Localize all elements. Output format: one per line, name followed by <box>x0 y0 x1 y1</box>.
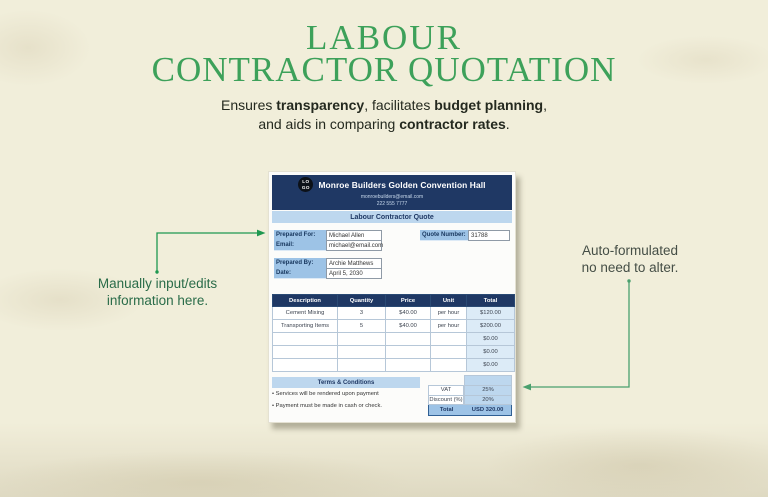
col-header-total: Total <box>466 294 515 307</box>
subtitle-text: and aids in comparing <box>258 115 400 132</box>
quote-fields: Prepared For: Michael Allen Email: micha… <box>272 230 512 286</box>
subtitle: Ensures transparency, facilitates budget… <box>0 96 768 133</box>
subtitle-text: , facilitates <box>364 97 435 113</box>
terms-item: Services will be rendered upon payment <box>272 389 422 400</box>
cell-total: $0.00 <box>466 332 515 346</box>
cell-description[interactable] <box>272 345 338 359</box>
company-phone: 222 555 7777 <box>376 201 408 207</box>
email-field[interactable]: michael@email.com <box>326 240 383 251</box>
subtitle-text: Ensures <box>221 97 277 113</box>
right-arrow-icon <box>522 279 631 391</box>
summary-section: VAT 25% Discount (%) 20% Total USD 320.0… <box>428 375 512 416</box>
subtitle-bold: contractor rates <box>399 115 506 132</box>
cell-total: $0.00 <box>466 345 515 359</box>
cell-total: $0.00 <box>466 358 515 372</box>
subtitle-bold: transparency <box>276 97 365 113</box>
discount-value: 20% <box>464 394 512 405</box>
logo-text-bottom: GO <box>301 184 311 190</box>
cell-price[interactable] <box>385 345 431 359</box>
table-row: $0.00 <box>272 358 515 372</box>
subtitle-text: , <box>543 97 547 113</box>
annotation-left-line2: information here. <box>106 292 209 308</box>
cell-description[interactable] <box>272 358 338 372</box>
logo-text-top: LO <box>302 179 310 185</box>
terms-item: Payment must be made in cash or check. <box>272 401 422 412</box>
cell-total: $200.00 <box>466 319 515 333</box>
cell-description[interactable] <box>272 332 338 346</box>
company-email: monroebuilders@email.com <box>360 193 424 200</box>
company-logo-icon: LO GO <box>298 177 314 192</box>
left-arrow-icon <box>155 229 266 274</box>
table-header-row: Description Quantity Price Unit Total <box>272 294 515 307</box>
table-row: Cement Mixing 3 $40.00 per hour $120.00 <box>272 306 515 320</box>
table-row: $0.00 <box>272 332 515 346</box>
col-header-price: Price <box>385 294 431 307</box>
cell-unit[interactable] <box>430 332 467 346</box>
cell-quantity[interactable]: 5 <box>337 319 386 333</box>
table-row: $0.00 <box>272 345 515 359</box>
cell-description[interactable]: Transporting Items <box>272 319 338 333</box>
email-label: Email: <box>274 240 326 251</box>
col-header-description: Description <box>272 294 338 307</box>
table-row: Transporting Items 5 $40.00 per hour $20… <box>272 319 515 333</box>
cell-unit[interactable]: per hour <box>430 319 467 333</box>
cell-quantity[interactable]: 3 <box>337 306 386 320</box>
col-header-quantity: Quantity <box>337 294 386 307</box>
cell-unit[interactable] <box>430 358 467 372</box>
quotation-card: LO GO Monroe Builders Golden Convention … <box>268 171 516 423</box>
cell-unit[interactable] <box>430 345 467 359</box>
date-label: Date: <box>274 268 326 279</box>
annotation-right-line2: no need to alter. <box>581 259 679 275</box>
quote-number-field[interactable]: 31788 <box>468 230 510 241</box>
col-header-unit: Unit <box>430 294 467 307</box>
annotation-right: Auto-formulated no need to alter. <box>550 243 710 276</box>
annotation-left-line1: Manually input/edits <box>97 276 218 291</box>
discount-label: Discount (%) <box>428 394 464 405</box>
cell-quantity[interactable] <box>337 358 386 372</box>
cell-description[interactable]: Cement Mixing <box>272 306 338 320</box>
terms-section: Terms & Conditions Services will be rend… <box>272 377 422 411</box>
discount-row: Discount (%) 20% <box>428 394 512 405</box>
quote-header: LO GO Monroe Builders Golden Convention … <box>272 175 512 210</box>
total-row: Total USD 320.00 <box>428 404 512 416</box>
subtitle-bold: budget planning <box>434 97 544 113</box>
total-label: Total <box>439 407 454 413</box>
cell-quantity[interactable] <box>337 345 386 359</box>
subtitle-text: . <box>505 115 510 132</box>
cell-price[interactable]: $40.00 <box>385 306 431 320</box>
quote-number-label: Quote Number: <box>420 230 468 241</box>
terms-title: Terms & Conditions <box>272 377 420 388</box>
cell-price[interactable] <box>385 358 431 372</box>
total-value: USD 320.00 <box>471 407 504 413</box>
date-field[interactable]: April 5, 2030 <box>326 268 382 279</box>
cell-quantity[interactable] <box>337 332 386 346</box>
cell-unit[interactable]: per hour <box>430 306 467 320</box>
page-title-line2: CONTRACTOR QUOTATION <box>151 50 617 89</box>
page-title-line1: LABOUR <box>306 18 462 57</box>
document-title: Labour Contractor Quote <box>272 211 512 223</box>
cell-price[interactable] <box>385 332 431 346</box>
page-title: LABOUR CONTRACTOR QUOTATION <box>0 18 768 89</box>
annotation-right-line1: Auto-formulated <box>581 243 679 258</box>
cell-price[interactable]: $40.00 <box>385 319 431 333</box>
items-table: Description Quantity Price Unit Total Ce… <box>272 294 515 372</box>
annotation-left: Manually input/edits information here. <box>70 276 245 309</box>
cell-total: $120.00 <box>466 306 515 320</box>
company-name: Monroe Builders Golden Convention Hall <box>318 179 486 190</box>
